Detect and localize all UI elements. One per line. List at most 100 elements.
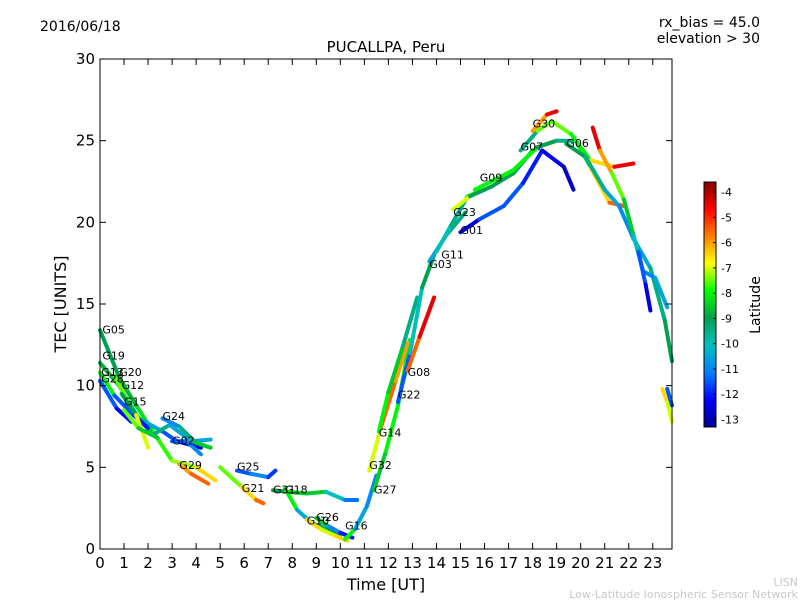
footer-lisn: LISN xyxy=(773,576,798,589)
series-segment xyxy=(588,158,617,169)
series-label: G09 xyxy=(480,172,503,185)
series-segment xyxy=(492,168,516,182)
series-segment xyxy=(177,424,199,445)
series-label: G27 xyxy=(374,484,397,497)
series-segment xyxy=(660,386,670,404)
series-segment xyxy=(283,486,300,512)
series-g07 xyxy=(518,119,636,169)
y-tick-label: 10 xyxy=(76,377,95,395)
series-segment xyxy=(408,285,425,355)
colorbar-tick-label: -8 xyxy=(721,287,732,300)
elevation-label: elevation > 30 xyxy=(657,31,760,47)
x-tick-label: 0 xyxy=(95,554,105,572)
colorbar-ticks: -4 -5 -6 -7 -8 -9 -10 -11 -12 -13 xyxy=(713,186,739,426)
series-segment xyxy=(170,458,199,470)
x-tick-label: 20 xyxy=(571,554,590,572)
series-segment xyxy=(119,391,139,418)
series-segment xyxy=(112,393,136,418)
y-tick-label: 30 xyxy=(76,50,95,68)
colorbar-tick-label: -6 xyxy=(721,237,732,250)
series-segment xyxy=(254,498,266,506)
series-label: G16 xyxy=(345,519,368,532)
series-segment xyxy=(434,223,453,254)
series-segment xyxy=(364,473,379,509)
series-segment xyxy=(400,295,420,349)
series-segment xyxy=(489,171,516,189)
series-label: G14 xyxy=(379,426,402,439)
colorbar xyxy=(703,181,717,428)
x-tick-label: 2 xyxy=(143,554,153,572)
x-tick-label: 19 xyxy=(547,554,566,572)
series-segment xyxy=(285,489,309,496)
series-segment xyxy=(235,468,254,476)
series-segment xyxy=(535,138,559,150)
colorbar-tick-label: -12 xyxy=(721,388,739,401)
series-segment xyxy=(521,148,545,186)
x-tick-label: 5 xyxy=(215,554,225,572)
series-g19b xyxy=(636,249,653,313)
series-segment xyxy=(323,489,348,502)
series-layer xyxy=(98,109,674,543)
series-segment xyxy=(511,145,540,173)
series-label: G13 xyxy=(101,366,124,379)
series-segment xyxy=(583,155,607,192)
y-axis-ticks: 0 5 10 15 20 25 30 xyxy=(76,50,672,558)
series-segment xyxy=(662,318,674,364)
series-segment xyxy=(98,370,117,398)
series-segment xyxy=(665,386,674,408)
chart-title: PUCALLPA, Peru xyxy=(327,38,446,56)
rx-bias-label: rx_bias = 45.0 xyxy=(659,15,760,31)
x-axis-label: Time [UT] xyxy=(346,575,425,594)
series-segment xyxy=(249,471,271,480)
x-tick-label: 6 xyxy=(239,554,249,572)
series-segment xyxy=(177,462,194,476)
series-label: G21 xyxy=(242,482,265,495)
series-g16 xyxy=(343,473,379,542)
series-label: G11 xyxy=(441,248,464,261)
colorbar-tick-label: -10 xyxy=(721,338,739,351)
series-segment xyxy=(167,422,194,444)
series-segment xyxy=(376,390,391,434)
series-g15b xyxy=(660,386,674,424)
series-segment xyxy=(218,465,244,489)
series-segment xyxy=(150,422,172,437)
series-segment xyxy=(386,344,405,395)
series-segment xyxy=(609,171,626,202)
series-segment xyxy=(641,269,658,280)
series-segment xyxy=(136,426,160,440)
series-label: G23 xyxy=(453,206,476,219)
series-g30 xyxy=(530,109,559,133)
series-label: G03 xyxy=(429,258,452,271)
series-segment xyxy=(319,527,338,538)
series-label: G30 xyxy=(533,118,556,131)
series-segment xyxy=(501,181,525,208)
series-segment xyxy=(597,148,614,176)
series-segment xyxy=(643,282,653,313)
series-segment xyxy=(396,351,412,404)
y-tick-label: 15 xyxy=(76,295,95,313)
series-segment xyxy=(540,148,566,169)
x-tick-label: 1 xyxy=(119,554,129,572)
series-segment xyxy=(384,403,400,453)
footer-network: Low-Latitude Ionospheric Sensor Network xyxy=(569,588,798,600)
x-axis-ticks: 0 1 2 3 4 5 6 7 8 9 10 11 12 13 14 15 16 17 18 19 20 21 22 23 xyxy=(95,59,662,572)
series-segment xyxy=(184,439,203,457)
series-g14 xyxy=(376,295,420,434)
x-tick-label: 10 xyxy=(331,554,350,572)
series-label: G20 xyxy=(119,366,142,379)
series-segment xyxy=(352,504,369,532)
series-g08 xyxy=(405,295,437,373)
x-tick-label: 23 xyxy=(643,554,662,572)
series-g21 xyxy=(218,465,266,506)
series-segment xyxy=(160,416,182,429)
series-g15 xyxy=(122,408,160,440)
series-segment xyxy=(518,128,540,153)
series-g13b xyxy=(665,386,674,408)
series-segment xyxy=(561,164,576,192)
series-segment xyxy=(134,403,155,434)
series-segment xyxy=(326,524,343,535)
series-label: G07 xyxy=(521,141,544,154)
series-segment xyxy=(451,194,473,212)
